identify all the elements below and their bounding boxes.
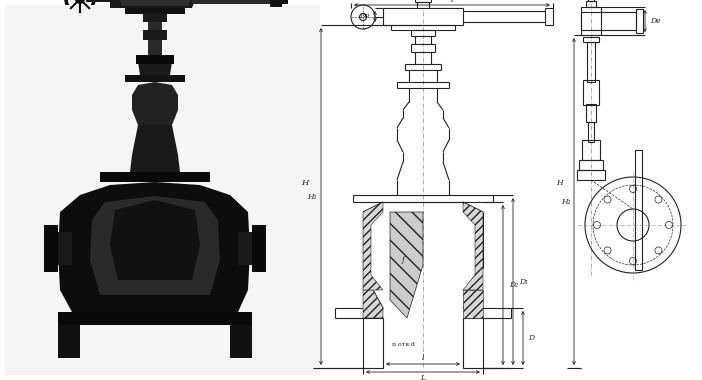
Polygon shape (148, 38, 162, 55)
Text: H₁: H₁ (562, 198, 571, 206)
Text: H: H (300, 179, 308, 187)
Polygon shape (125, 75, 185, 82)
Bar (577, 170, 605, 180)
Polygon shape (136, 55, 174, 64)
Polygon shape (238, 232, 260, 265)
Text: l: l (422, 354, 424, 362)
Polygon shape (390, 212, 423, 318)
Polygon shape (115, 0, 195, 8)
Bar (583, 80, 599, 105)
Polygon shape (44, 225, 58, 272)
Polygon shape (130, 120, 180, 172)
Text: Dе: Dе (650, 17, 661, 25)
Text: n отв.d: n отв.d (392, 342, 414, 347)
Bar (588, 0, 594, 1)
Polygon shape (148, 20, 162, 30)
Polygon shape (138, 62, 172, 75)
Bar (586, 104, 596, 122)
Bar (587, 42, 595, 82)
Polygon shape (50, 232, 72, 265)
Text: f: f (402, 256, 404, 264)
Polygon shape (100, 172, 210, 182)
Bar (581, 7, 601, 35)
Polygon shape (143, 14, 167, 22)
Bar (586, 1, 596, 7)
Polygon shape (110, 200, 200, 280)
Bar (581, 12, 636, 30)
Text: L: L (420, 374, 425, 380)
Polygon shape (58, 182, 250, 312)
Circle shape (137, 86, 173, 122)
Bar (583, 37, 599, 42)
Bar (636, 9, 643, 33)
Bar (582, 140, 600, 160)
Text: l: l (451, 0, 453, 3)
Polygon shape (110, 0, 118, 8)
Text: D₂: D₂ (509, 281, 518, 289)
Polygon shape (90, 196, 220, 295)
Text: H: H (557, 179, 563, 187)
Text: H₁: H₁ (307, 193, 317, 201)
Polygon shape (143, 30, 167, 40)
Polygon shape (132, 82, 178, 125)
Polygon shape (58, 312, 252, 325)
Text: D₁: D₁ (519, 278, 528, 286)
Bar (635, 150, 642, 270)
Polygon shape (463, 202, 483, 290)
Bar (588, 122, 594, 142)
Bar (5, 5, 320, 375)
Polygon shape (86, 0, 112, 2)
Bar (579, 160, 603, 170)
Polygon shape (125, 8, 185, 14)
Text: D: D (528, 334, 534, 342)
Polygon shape (119, 0, 191, 6)
Polygon shape (270, 0, 282, 7)
Polygon shape (363, 290, 383, 318)
Polygon shape (463, 290, 483, 318)
Polygon shape (280, 0, 288, 4)
Polygon shape (363, 202, 383, 290)
Polygon shape (192, 0, 272, 4)
Text: Dе: Dе (359, 13, 370, 21)
Polygon shape (230, 325, 252, 358)
Polygon shape (58, 325, 80, 358)
Polygon shape (252, 225, 266, 272)
Circle shape (75, 0, 85, 4)
